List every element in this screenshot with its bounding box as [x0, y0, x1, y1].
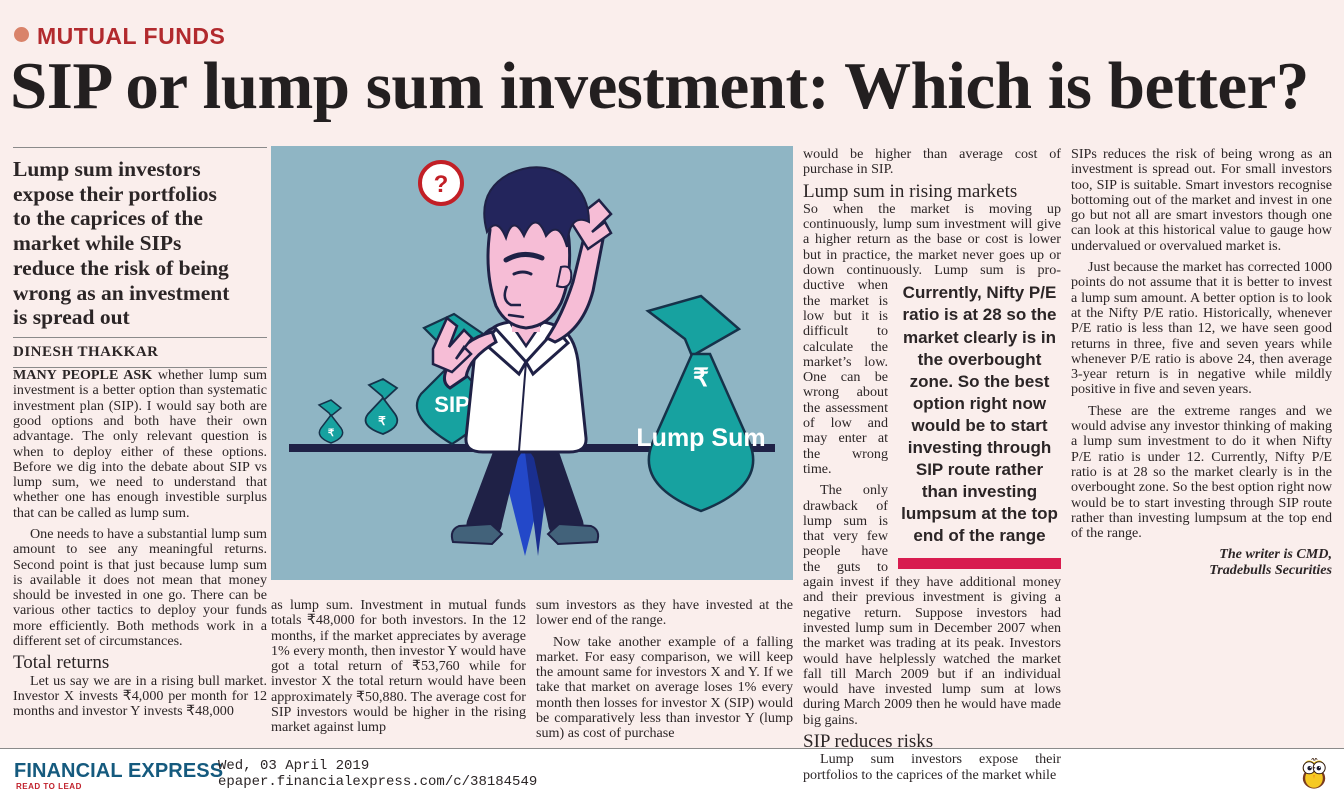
svg-text:₹: ₹	[378, 414, 386, 428]
svg-text:?: ?	[434, 171, 449, 198]
svg-text:₹: ₹	[328, 428, 335, 439]
svg-text:Lump Sum: Lump Sum	[636, 424, 765, 452]
svg-text:₹: ₹	[693, 364, 709, 392]
svg-text:SIP: SIP	[434, 392, 469, 417]
